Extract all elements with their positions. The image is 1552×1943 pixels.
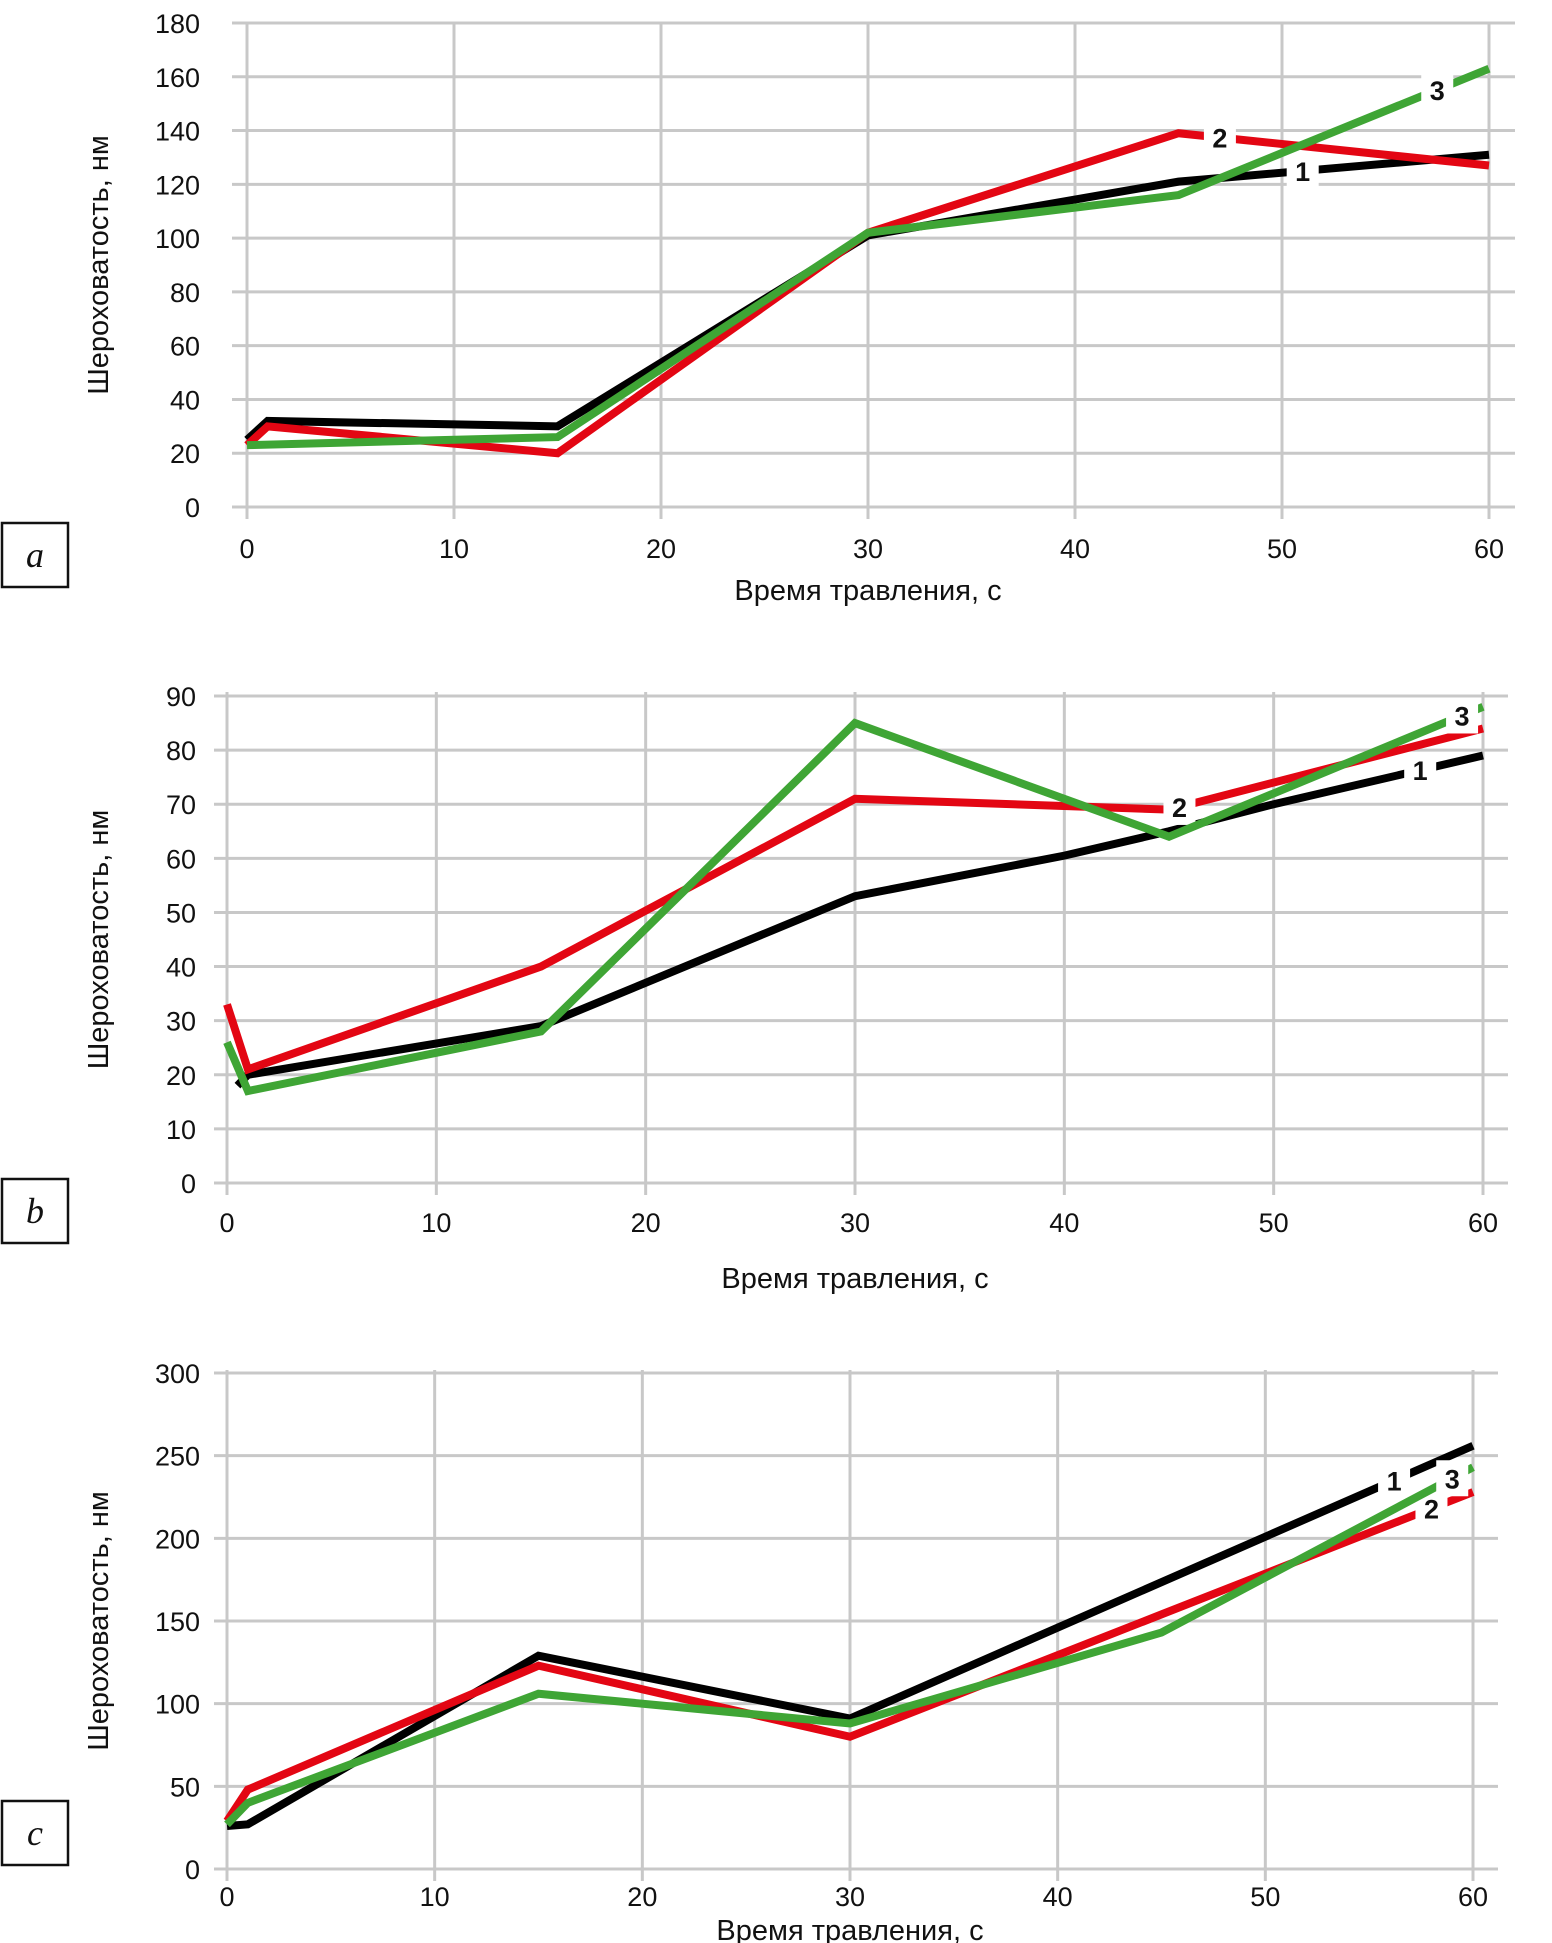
y-tick-label: 70 bbox=[166, 790, 196, 820]
x-axis-title: Время травления, с bbox=[716, 1915, 983, 1943]
x-tick-label: 50 bbox=[1250, 1882, 1280, 1912]
series-label: 3 bbox=[1445, 1464, 1460, 1494]
series-line-1 bbox=[234, 751, 1484, 1089]
x-tick-label: 30 bbox=[840, 1208, 870, 1238]
chart-panel-a: 0 20 40 60 80 100 120 140 160 180 0 10 20 30 40 50 60 Вре… bbox=[0, 9, 1515, 607]
y-tick-label: 20 bbox=[166, 1061, 196, 1091]
series-3: 3 bbox=[246, 65, 1491, 450]
series-line-3 bbox=[224, 1463, 1475, 1828]
series-label-gap bbox=[1203, 119, 1236, 156]
y-tick-label: 0 bbox=[185, 1855, 200, 1885]
grid bbox=[214, 1370, 1498, 1881]
y-tick-label: 0 bbox=[185, 493, 200, 523]
y-tick-label: 60 bbox=[170, 332, 200, 362]
panel-letter: c bbox=[27, 1813, 43, 1853]
y-tick-label: 50 bbox=[166, 898, 196, 928]
x-tick-label: 10 bbox=[420, 1882, 450, 1912]
series-label: 1 bbox=[1387, 1466, 1402, 1496]
series-label-gap bbox=[1421, 71, 1454, 108]
series-label-gap bbox=[1404, 752, 1437, 789]
y-tick-label: 250 bbox=[155, 1442, 200, 1472]
x-tick-label: 40 bbox=[1043, 1882, 1073, 1912]
panel-label-box bbox=[0, 1799, 70, 1867]
y-tick-label: 80 bbox=[166, 736, 196, 766]
x-tick-label: 20 bbox=[631, 1208, 661, 1238]
y-tick-label: 30 bbox=[166, 1007, 196, 1037]
x-axis-title: Время травления, с bbox=[734, 575, 1001, 607]
x-tick-label: 0 bbox=[219, 1882, 234, 1912]
y-axis-title: Шероховатость, нм bbox=[83, 1491, 115, 1751]
series-1: 1 bbox=[226, 1442, 1475, 1831]
x-tick-label: 20 bbox=[646, 534, 676, 564]
series-2: 2 bbox=[244, 119, 1490, 458]
panel-label-box bbox=[0, 521, 70, 589]
chart-panel-b: 0 10 20 30 40 50 60 70 80 90 0 10 20 30 40 50 60 Время тр… bbox=[0, 682, 1508, 1295]
series-label-gap bbox=[1163, 788, 1196, 825]
y-axis-title: Шероховатость, нм bbox=[83, 135, 115, 395]
y-tick-label: 90 bbox=[166, 682, 196, 712]
series-1: 1 bbox=[234, 751, 1484, 1089]
series-label-gap bbox=[1446, 697, 1479, 734]
x-tick-label: 50 bbox=[1259, 1208, 1289, 1238]
x-tick-label: 10 bbox=[439, 534, 469, 564]
y-tick-label: 200 bbox=[155, 1524, 200, 1554]
y-tick-label: 120 bbox=[155, 170, 200, 200]
y-tick-label: 100 bbox=[155, 1690, 200, 1720]
y-tick-label: 80 bbox=[170, 278, 200, 308]
x-tick-label: 60 bbox=[1458, 1882, 1488, 1912]
panel-letter: a bbox=[26, 535, 44, 575]
y-tick-label: 300 bbox=[155, 1359, 200, 1389]
y-tick-label: 150 bbox=[155, 1607, 200, 1637]
x-tick-label: 40 bbox=[1060, 534, 1090, 564]
x-tick-label: 30 bbox=[835, 1882, 865, 1912]
series-label-gap bbox=[1286, 152, 1319, 189]
series-line-2 bbox=[223, 1488, 1475, 1824]
x-tick-label: 60 bbox=[1468, 1208, 1498, 1238]
y-tick-label: 40 bbox=[166, 953, 196, 983]
panel-label-box bbox=[0, 1177, 70, 1245]
x-tick-label: 20 bbox=[627, 1882, 657, 1912]
x-tick-label: 30 bbox=[853, 534, 883, 564]
y-tick-label: 60 bbox=[166, 844, 196, 874]
x-tick-label: 50 bbox=[1267, 534, 1297, 564]
y-tick-label: 20 bbox=[170, 439, 200, 469]
series-label: 1 bbox=[1295, 157, 1310, 187]
series-line-3 bbox=[223, 703, 1485, 1096]
series-2: 2 bbox=[223, 1488, 1475, 1824]
x-tick-label: 0 bbox=[239, 534, 254, 564]
series-label: 1 bbox=[1413, 756, 1428, 786]
y-tick-label: 50 bbox=[170, 1772, 200, 1802]
chart-panel-c: 0 50 100 150 200 250 300 0 10 20 30 40 50 60 Время тра… bbox=[0, 1359, 1498, 1943]
x-tick-label: 60 bbox=[1474, 534, 1504, 564]
panel-letter: b bbox=[26, 1191, 44, 1231]
series-label: 3 bbox=[1455, 701, 1470, 731]
y-tick-label: 160 bbox=[155, 63, 200, 93]
series-label: 2 bbox=[1424, 1494, 1439, 1524]
series-3: 3 bbox=[224, 1460, 1475, 1828]
series-label: 2 bbox=[1172, 793, 1187, 823]
series-3: 3 bbox=[223, 697, 1485, 1096]
x-tick-label: 10 bbox=[421, 1208, 451, 1238]
y-tick-label: 140 bbox=[155, 117, 200, 147]
series-label-gap bbox=[1436, 1460, 1469, 1497]
y-axis-title: Шероховатость, нм bbox=[83, 810, 115, 1070]
x-tick-label: 0 bbox=[219, 1208, 234, 1238]
series-label-gap bbox=[1378, 1462, 1411, 1499]
series-label: 3 bbox=[1430, 76, 1445, 106]
grid bbox=[214, 692, 1508, 1195]
y-tick-label: 100 bbox=[155, 224, 200, 254]
x-tick-label: 40 bbox=[1049, 1208, 1079, 1238]
y-tick-label: 0 bbox=[181, 1169, 196, 1199]
series-label: 2 bbox=[1212, 124, 1227, 154]
y-tick-label: 10 bbox=[166, 1115, 196, 1145]
y-tick-label: 40 bbox=[170, 385, 200, 415]
y-tick-label: 180 bbox=[155, 9, 200, 39]
x-axis-title: Время травления, с bbox=[721, 1263, 988, 1295]
